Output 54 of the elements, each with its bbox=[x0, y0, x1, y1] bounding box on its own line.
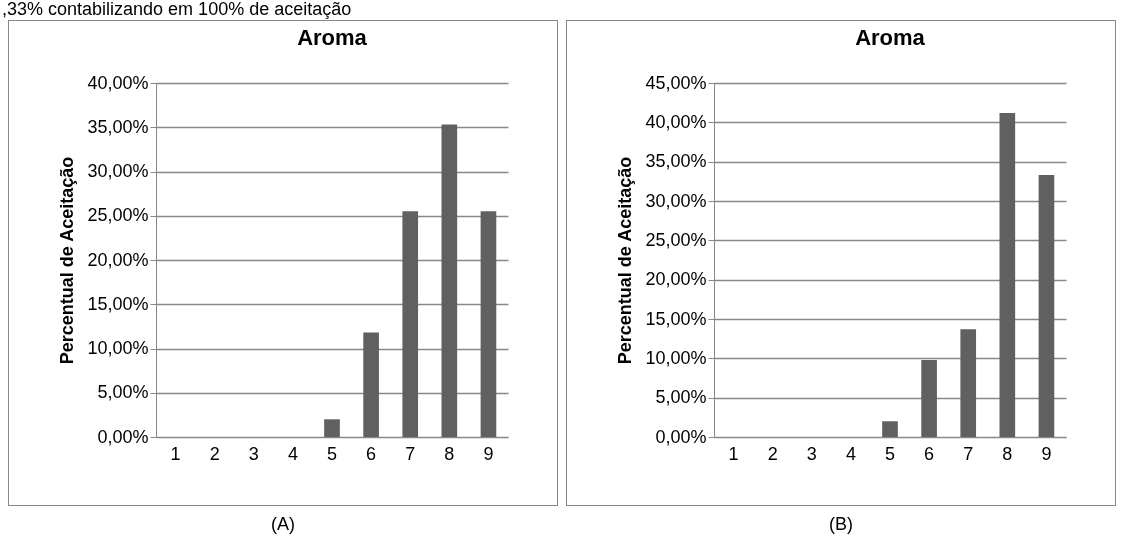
text: (B) bbox=[829, 514, 853, 535]
x-tick-label: 7 bbox=[963, 443, 974, 464]
y-tick-label: 30,00% bbox=[645, 190, 707, 211]
x-tick-label: 3 bbox=[806, 443, 817, 464]
y-tick-label: 30,00% bbox=[87, 161, 149, 181]
y-tick-label: 10,00% bbox=[645, 347, 707, 368]
text: ,33% contabilizando em 100% de aceitação bbox=[2, 0, 352, 19]
x-tick-label: 9 bbox=[1041, 443, 1052, 464]
x-tick-label: 8 bbox=[1002, 443, 1013, 464]
y-tick-label: 20,00% bbox=[645, 269, 707, 290]
x-tick-label: 2 bbox=[767, 443, 778, 464]
y-tick-label: 15,00% bbox=[87, 293, 149, 314]
x-tick-label: 4 bbox=[287, 443, 298, 464]
x-tick-label: 7 bbox=[405, 443, 416, 464]
y-axis-title: Percentual de Aceitação bbox=[615, 156, 636, 365]
y-tick-label: 20,00% bbox=[87, 249, 149, 270]
x-tick-label: 5 bbox=[884, 443, 896, 464]
text: (A) bbox=[271, 514, 295, 535]
bar bbox=[441, 124, 458, 437]
y-tick-label: 25,00% bbox=[645, 229, 707, 250]
x-tick-label: 4 bbox=[845, 443, 856, 464]
bar bbox=[1038, 175, 1055, 437]
y-tick-label: 5,00% bbox=[655, 387, 707, 408]
y-tick-label: 45,00% bbox=[645, 72, 707, 93]
bar bbox=[882, 421, 898, 437]
x-tick-label: 3 bbox=[248, 443, 259, 464]
x-tick-label: 1 bbox=[170, 443, 181, 464]
bar bbox=[480, 211, 497, 437]
x-tick-label: 9 bbox=[483, 443, 494, 464]
bar bbox=[402, 211, 419, 437]
x-tick-label: 8 bbox=[444, 443, 455, 464]
y-axis-title: Percentual de Aceitação bbox=[57, 156, 78, 365]
y-tick-label: 35,00% bbox=[87, 116, 149, 137]
bar bbox=[363, 332, 379, 437]
x-tick-label: 6 bbox=[366, 443, 377, 464]
x-tick-label: 2 bbox=[209, 443, 220, 464]
y-tick-label: 35,00% bbox=[645, 151, 707, 172]
chart-title: Aroma bbox=[855, 25, 926, 50]
y-tick-label: 5,00% bbox=[97, 382, 149, 403]
y-tick-label: 25,00% bbox=[87, 205, 149, 226]
bar bbox=[324, 419, 340, 437]
bar bbox=[921, 359, 937, 437]
y-tick-label: 0,00% bbox=[655, 426, 707, 447]
chart-title: Aroma bbox=[297, 25, 368, 50]
x-tick-label: 5 bbox=[326, 443, 338, 464]
y-tick-label: 40,00% bbox=[645, 111, 707, 132]
y-tick-label: 0,00% bbox=[97, 426, 149, 447]
y-tick-label: 15,00% bbox=[645, 308, 707, 329]
y-tick-label: 10,00% bbox=[87, 338, 149, 358]
bar bbox=[960, 329, 977, 437]
y-tick-label: 40,00% bbox=[87, 72, 149, 93]
bar bbox=[999, 112, 1016, 437]
x-tick-label: 6 bbox=[924, 443, 935, 464]
x-tick-label: 1 bbox=[728, 443, 739, 464]
